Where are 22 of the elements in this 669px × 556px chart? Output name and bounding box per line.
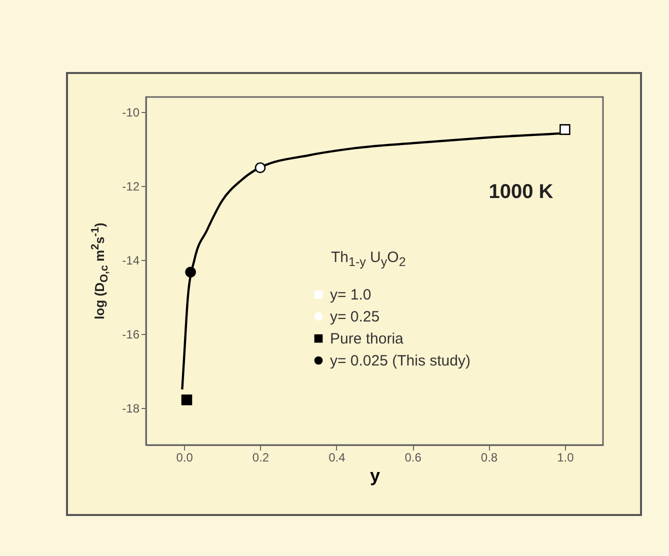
y-tick-label: -10 bbox=[122, 105, 140, 120]
x-tick-label: 0.4 bbox=[328, 450, 346, 464]
legend-title: Th$_{1-y}$ U$_{y}$O$_{2}$ bbox=[331, 249, 406, 269]
x-tick-label: 1.0 bbox=[557, 450, 574, 464]
x-tick-label: 0.0 bbox=[176, 450, 194, 464]
x-tick-label: 0.8 bbox=[480, 450, 498, 464]
y-tick-label: -18 bbox=[122, 401, 140, 416]
y-tick-label: -16 bbox=[122, 327, 140, 342]
point bbox=[181, 394, 192, 406]
legend-label: y= 0.025 (This study) bbox=[330, 352, 470, 370]
x-tick-label: 0.2 bbox=[252, 450, 270, 464]
legend-label: y= 1.0 bbox=[330, 286, 372, 304]
point bbox=[254, 162, 266, 174]
y-tick-label: -12 bbox=[122, 179, 140, 194]
x-tick-label: 0.6 bbox=[404, 450, 422, 464]
point bbox=[560, 124, 570, 135]
annotation: 1000 K bbox=[488, 181, 554, 203]
legend-label: y= 0.25 bbox=[330, 308, 380, 326]
point bbox=[185, 266, 196, 278]
legend-label: Pure thoria bbox=[330, 330, 404, 348]
x-axis-title: y bbox=[370, 466, 380, 486]
y-tick-label: -14 bbox=[122, 253, 140, 268]
